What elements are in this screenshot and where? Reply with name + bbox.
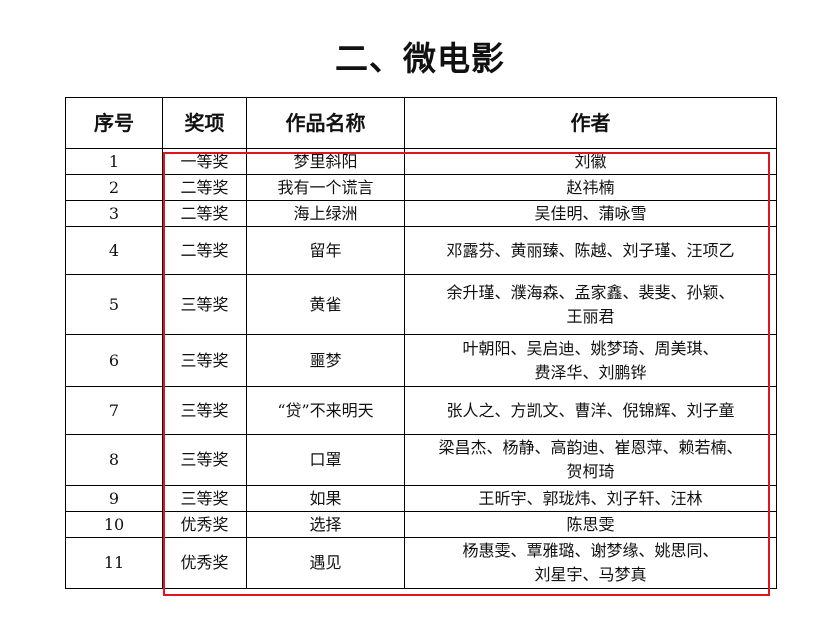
author-line: 邓露芬、黄丽臻、陈越、刘子瑾、汪项乙 xyxy=(446,240,735,260)
table-row: 7 三等奖 “贷”不来明天 张人之、方凯文、曹洋、倪锦辉、刘子童 xyxy=(65,386,777,435)
award-cell: 优秀奖 xyxy=(162,511,247,538)
row-number: 9 xyxy=(65,485,163,512)
author-line: 刘徽 xyxy=(574,151,607,171)
award-cell: 三等奖 xyxy=(162,485,247,512)
header-number: 序号 xyxy=(65,97,163,149)
page-title: 二、微电影 xyxy=(335,39,505,78)
authors-cell: 叶朝阳、吴启迪、姚梦琦、周美琪、 费泽华、刘鹏铧 xyxy=(404,334,777,387)
award-cell: 三等奖 xyxy=(162,334,247,387)
header-row: 序号 奖项 作品名称 作者 xyxy=(65,97,777,149)
author-line: 赵祎楠 xyxy=(566,177,615,197)
header-award: 奖项 xyxy=(162,97,247,149)
award-cell: 二等奖 xyxy=(162,226,247,275)
table-row: 2 二等奖 我有一个谎言 赵祎楠 xyxy=(65,174,777,201)
table-row: 8 三等奖 口罩 梁昌杰、杨静、高韵迪、崔恩萍、赖若楠、 贺柯琦 xyxy=(65,434,777,486)
author-line: 余升瑾、濮海森、孟家鑫、裴斐、孙颖、 xyxy=(446,282,735,302)
row-number: 8 xyxy=(65,434,163,486)
award-cell: 二等奖 xyxy=(162,200,247,227)
award-cell: 三等奖 xyxy=(162,274,247,335)
author-line: 刘星宇、马梦真 xyxy=(534,565,647,584)
author-line: 王丽君 xyxy=(566,306,615,326)
author-line: 贺柯琦 xyxy=(566,462,615,481)
row-number: 2 xyxy=(65,174,163,201)
work-title-cell: 遇见 xyxy=(246,537,405,589)
row-number: 3 xyxy=(65,200,163,227)
authors-cell: 张人之、方凯文、曹洋、倪锦辉、刘子童 xyxy=(404,386,777,435)
table-row: 11 优秀奖 遇见 杨惠雯、覃雅璐、谢梦缘、姚思同、 刘星宇、马梦真 xyxy=(65,537,777,589)
work-title-cell: 黄雀 xyxy=(246,274,405,335)
authors-cell: 刘徽 xyxy=(404,148,777,175)
table-row: 9 三等奖 如果 王昕宇、郭珑炜、刘子轩、汪林 xyxy=(65,485,777,512)
header-authors: 作者 xyxy=(404,97,777,149)
row-number: 1 xyxy=(65,148,163,175)
award-cell: 三等奖 xyxy=(162,434,247,486)
author-line: 王昕宇、郭珑炜、刘子轩、汪林 xyxy=(478,488,703,508)
table-row: 3 二等奖 海上绿洲 吴佳明、蒲咏雪 xyxy=(65,200,777,227)
table-row: 6 三等奖 噩梦 叶朝阳、吴启迪、姚梦琦、周美琪、 费泽华、刘鹏铧 xyxy=(65,334,777,387)
award-cell: 三等奖 xyxy=(162,386,247,435)
authors-cell: 赵祎楠 xyxy=(404,174,777,201)
authors-cell: 邓露芬、黄丽臻、陈越、刘子瑾、汪项乙 xyxy=(404,226,777,275)
authors-cell: 吴佳明、蒲咏雪 xyxy=(404,200,777,227)
author-line: 费泽华、刘鹏铧 xyxy=(534,362,647,382)
work-title-cell: “贷”不来明天 xyxy=(246,386,405,435)
author-line: 叶朝阳、吴启迪、姚梦琦、周美琪、 xyxy=(462,338,719,358)
table-row: 10 优秀奖 选择 陈思雯 xyxy=(65,511,777,538)
author-line: 梁昌杰、杨静、高韵迪、崔恩萍、赖若楠、 xyxy=(438,438,743,457)
row-number: 7 xyxy=(65,386,163,435)
row-number: 10 xyxy=(65,511,163,538)
work-title-cell: 梦里斜阳 xyxy=(246,148,405,175)
row-number: 5 xyxy=(65,274,163,335)
award-table: 序号 奖项 作品名称 作者 1 一等奖 梦里斜阳 刘徽 2 二等奖 我有一个谎言 赵祎楠 3 二等… xyxy=(65,97,777,589)
table-row: 4 二等奖 留年 邓露芬、黄丽臻、陈越、刘子瑾、汪项乙 xyxy=(65,226,777,275)
author-line: 张人之、方凯文、曹洋、倪锦辉、刘子童 xyxy=(446,400,735,420)
authors-cell: 陈思雯 xyxy=(404,511,777,538)
work-title-cell: 我有一个谎言 xyxy=(246,174,405,201)
award-cell: 优秀奖 xyxy=(162,537,247,589)
authors-cell: 余升瑾、濮海森、孟家鑫、裴斐、孙颖、 王丽君 xyxy=(404,274,777,335)
work-title-cell: 噩梦 xyxy=(246,334,405,387)
author-line: 吴佳明、蒲咏雪 xyxy=(534,203,647,223)
row-number: 4 xyxy=(65,226,163,275)
award-cell: 一等奖 xyxy=(162,148,247,175)
row-number: 11 xyxy=(65,537,163,589)
work-title-cell: 如果 xyxy=(246,485,405,512)
authors-cell: 杨惠雯、覃雅璐、谢梦缘、姚思同、 刘星宇、马梦真 xyxy=(404,537,777,589)
author-line: 陈思雯 xyxy=(566,514,615,534)
author-line: 杨惠雯、覃雅璐、谢梦缘、姚思同、 xyxy=(462,541,719,560)
row-number: 6 xyxy=(65,334,163,387)
header-work-title: 作品名称 xyxy=(246,97,405,149)
authors-cell: 王昕宇、郭珑炜、刘子轩、汪林 xyxy=(404,485,777,512)
table-row: 1 一等奖 梦里斜阳 刘徽 xyxy=(65,148,777,175)
work-title-cell: 选择 xyxy=(246,511,405,538)
work-title-cell: 口罩 xyxy=(246,434,405,486)
work-title-cell: 留年 xyxy=(246,226,405,275)
authors-cell: 梁昌杰、杨静、高韵迪、崔恩萍、赖若楠、 贺柯琦 xyxy=(404,434,777,486)
award-cell: 二等奖 xyxy=(162,174,247,201)
work-title-cell: 海上绿洲 xyxy=(246,200,405,227)
table-row: 5 三等奖 黄雀 余升瑾、濮海森、孟家鑫、裴斐、孙颖、 王丽君 xyxy=(65,274,777,335)
